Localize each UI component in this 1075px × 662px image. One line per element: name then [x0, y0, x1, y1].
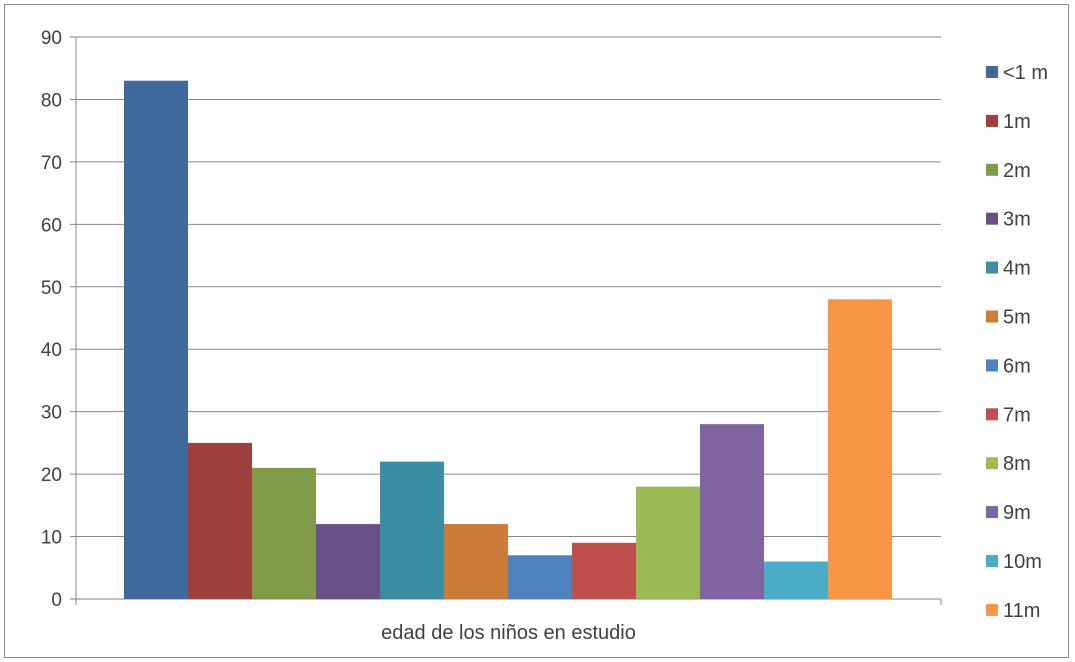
legend-swatch — [986, 555, 998, 567]
legend-swatch — [986, 261, 998, 274]
bar-11m — [828, 299, 892, 599]
bar-3m — [316, 524, 380, 599]
legend-label: 9m — [1003, 502, 1031, 524]
bar-5m — [444, 524, 508, 599]
bars — [124, 80, 892, 599]
y-tick-label: 40 — [41, 340, 62, 361]
legend-label: 10m — [1003, 551, 1042, 573]
legend-swatch — [986, 212, 998, 225]
y-tick-label: 30 — [41, 403, 62, 424]
bar-6m — [508, 555, 572, 599]
legend-swatch — [986, 163, 998, 176]
y-tick-label: 90 — [41, 28, 62, 49]
bar-7m — [572, 542, 636, 599]
legend-swatch — [986, 114, 998, 127]
bar-9m — [700, 424, 764, 599]
y-tick-label: 50 — [41, 278, 62, 299]
y-tick-label: 20 — [41, 465, 62, 486]
bar-chart: 0 10 20 30 40 50 60 70 80 90 edad de los niños en… — [41, 28, 1048, 644]
legend-swatch — [986, 603, 998, 616]
y-tick-label: 10 — [41, 528, 62, 549]
bar-2m — [252, 467, 316, 599]
legend-label: 7m — [1003, 404, 1031, 426]
legend-label: 2m — [1003, 160, 1031, 182]
legend-swatch — [986, 359, 998, 372]
legend-swatch — [986, 310, 998, 323]
bar-1m — [124, 80, 188, 599]
category-label: edad de los niños en estudio — [381, 622, 636, 644]
legend-label: 11m — [1003, 600, 1040, 622]
bar-1m — [188, 442, 252, 599]
legend-swatch — [986, 506, 998, 519]
legend-swatch — [986, 457, 998, 470]
legend-label: 8m — [1003, 453, 1031, 475]
legend-label: 4m — [1003, 258, 1031, 280]
y-tick-label: 60 — [41, 215, 62, 236]
legend-label: <1 m — [1003, 62, 1048, 84]
legend-label: 1m — [1003, 111, 1031, 133]
legend-label: 6m — [1003, 355, 1031, 377]
bar-10m — [764, 561, 828, 599]
chart-frame: 0 10 20 30 40 50 60 70 80 90 edad de los niños en… — [4, 4, 1069, 658]
bar-8m — [636, 486, 700, 599]
legend-label: 5m — [1003, 307, 1031, 329]
y-tick-label: 70 — [41, 153, 62, 174]
y-tick-label: 0 — [51, 590, 62, 611]
bar-4m — [380, 461, 444, 599]
legend-swatch — [986, 408, 998, 421]
legend: <1 m 1m 2m 3m 4m 5m 6m 7m 8m 9m 10m 11m — [986, 62, 1048, 622]
legend-swatch — [986, 66, 998, 78]
y-tick-label: 80 — [41, 90, 62, 111]
legend-label: 3m — [1003, 209, 1031, 231]
y-axis-ticks: 0 10 20 30 40 50 60 70 80 90 — [41, 28, 62, 611]
